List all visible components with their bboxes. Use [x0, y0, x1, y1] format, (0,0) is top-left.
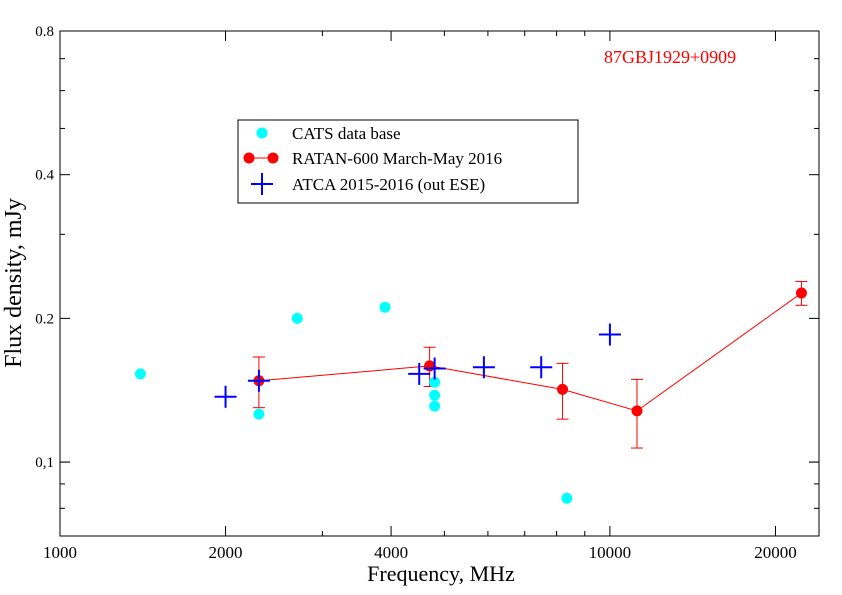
ratan-data-point: [424, 360, 436, 372]
legend: CATS data base RATAN-600 March-May 2016 AT…: [237, 119, 579, 204]
x-tick-label: 10000: [589, 543, 632, 562]
legend-entry: CATS data base: [256, 124, 401, 143]
atca-data-point: [472, 356, 495, 379]
legend-marker: [267, 152, 279, 164]
cats-data-point: [253, 408, 265, 420]
cats-data-point: [429, 389, 441, 401]
legend-marker: [243, 152, 255, 164]
cats-data-point: [429, 400, 441, 412]
legend-label: ATCA 2015-2016 (out ESE): [292, 175, 485, 194]
cats-data-point: [379, 301, 391, 313]
legend-entry: ATCA 2015-2016 (out ESE): [251, 173, 485, 195]
atca-data-point: [598, 323, 621, 346]
cats-data-point: [561, 492, 573, 504]
plot-frame: [59, 30, 820, 537]
x-tick-label: 1000: [43, 543, 77, 562]
x-tick-label: 2000: [209, 543, 243, 562]
cats-data-point: [134, 368, 146, 380]
ratan-data-point: [795, 287, 807, 299]
y-tick-label: 0.2: [35, 311, 54, 327]
legend-label: CATS data base: [292, 124, 401, 143]
atca-data-point: [247, 369, 270, 392]
x-axis-label: Frequency, MHz: [367, 561, 515, 586]
chart-title: 87GBJ1929+0909: [604, 47, 736, 67]
legend-entry: RATAN-600 March-May 2016: [243, 149, 502, 168]
x-tick-label: 4000: [374, 543, 408, 562]
y-tick-label: 0.8: [35, 24, 54, 40]
ratan-data-point: [557, 383, 569, 395]
atca-data-point: [423, 357, 446, 380]
cats-data-point: [429, 376, 441, 388]
atca-data-point: [214, 385, 237, 408]
cats-data-point: [291, 312, 303, 324]
y-tick-label: 0.4: [35, 168, 54, 184]
legend-box: [237, 119, 579, 204]
atca-data-point: [408, 362, 431, 385]
atca-data-point: [530, 356, 553, 379]
legend-label: RATAN-600 March-May 2016: [292, 149, 502, 168]
x-tick-label: 20000: [754, 543, 797, 562]
legend-marker: [256, 127, 268, 139]
y-axis-label: Flux density, mJy: [1, 198, 27, 368]
y-tick-label: 0,1: [35, 455, 54, 471]
ratan-data-point: [631, 405, 643, 417]
legend-marker: [251, 173, 273, 195]
